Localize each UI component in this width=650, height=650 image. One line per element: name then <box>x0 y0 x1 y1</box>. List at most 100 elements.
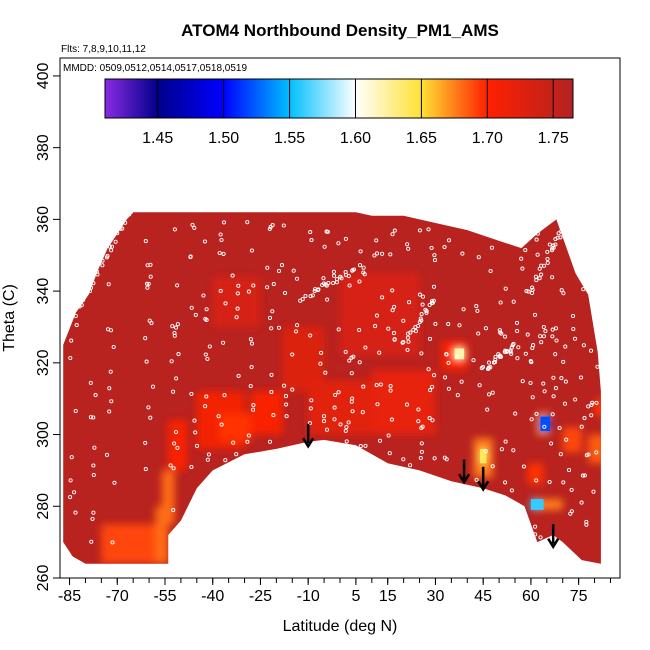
sample-point <box>561 291 566 296</box>
sample-point <box>490 390 495 395</box>
sample-point <box>419 425 424 431</box>
sample-point <box>331 269 336 274</box>
sample-point <box>339 276 344 281</box>
sample-point <box>303 293 308 299</box>
sample-point <box>528 380 533 386</box>
sample-point <box>203 352 208 357</box>
sample-point <box>308 406 313 411</box>
sample-point <box>248 337 253 342</box>
sample-point <box>235 291 240 296</box>
sample-point <box>431 298 436 303</box>
sample-point <box>175 322 180 327</box>
sample-point <box>594 450 599 455</box>
sample-point <box>549 441 554 446</box>
sample-point <box>590 400 595 405</box>
sample-point <box>534 411 539 416</box>
sample-point <box>513 411 518 416</box>
sample-point <box>171 508 176 513</box>
sample-point <box>174 376 179 381</box>
y-tick-label: 360 <box>35 206 52 233</box>
sample-point <box>460 251 465 256</box>
sample-point <box>88 380 93 385</box>
sample-point <box>461 307 466 312</box>
sample-point <box>561 480 566 485</box>
x-axis: -85 -70 -55 -40 -25 -10 5 15 30 45 60 75 <box>58 578 611 605</box>
sample-point <box>175 445 180 450</box>
sample-point <box>145 263 150 268</box>
sample-points <box>68 209 600 545</box>
sample-point <box>68 495 73 500</box>
sample-point <box>582 473 587 478</box>
sample-point <box>148 415 153 420</box>
sample-point <box>107 409 112 414</box>
sample-point <box>526 289 531 294</box>
x-tick-label: 45 <box>474 588 492 605</box>
sample-point <box>201 293 206 298</box>
sample-point <box>553 326 559 331</box>
sample-point <box>108 369 113 374</box>
sample-point <box>373 324 378 329</box>
sample-point <box>118 226 123 231</box>
sample-point <box>389 417 394 422</box>
sample-point <box>249 365 254 370</box>
sample-point <box>222 393 227 398</box>
sample-point <box>569 487 574 492</box>
sample-point <box>538 535 543 540</box>
sample-point <box>511 299 516 304</box>
sample-point <box>557 425 562 431</box>
sample-point <box>446 322 451 327</box>
sample-point <box>559 288 564 293</box>
y-tick-label: 320 <box>35 349 52 376</box>
sample-point <box>358 444 363 449</box>
sample-point <box>417 292 422 297</box>
sample-point <box>321 419 327 424</box>
sample-point <box>68 478 73 483</box>
sample-point <box>477 383 482 388</box>
sample-point <box>150 384 156 389</box>
sample-point <box>521 464 526 469</box>
sample-point <box>173 325 179 330</box>
x-tick-label: -10 <box>297 588 320 605</box>
sample-point <box>377 438 383 443</box>
colorbar-tick-label: 1.50 <box>208 130 239 147</box>
sample-point <box>360 410 365 415</box>
sample-point <box>363 443 368 448</box>
sample-point <box>474 304 479 309</box>
flights-label: Flts: 7,8,9,10,11,12 <box>61 44 146 55</box>
sample-point <box>391 331 397 336</box>
x-tick-label: 75 <box>570 588 588 605</box>
sample-point <box>147 318 152 323</box>
sample-point <box>562 401 568 406</box>
sample-point <box>189 464 194 470</box>
sample-point <box>429 245 434 250</box>
sample-point <box>143 239 148 244</box>
sample-point <box>73 408 78 414</box>
sample-point <box>392 304 397 309</box>
sample-point <box>91 510 96 515</box>
sample-point <box>424 309 429 314</box>
sample-point <box>100 258 105 263</box>
sample-point <box>551 243 556 248</box>
sample-point <box>267 439 273 444</box>
sample-point <box>532 312 538 317</box>
sample-point <box>189 305 194 310</box>
field-patch <box>219 413 251 442</box>
sample-point <box>595 364 600 369</box>
sample-point <box>100 263 105 268</box>
sample-point <box>333 392 338 398</box>
sample-point <box>69 455 74 460</box>
sample-point <box>290 352 295 357</box>
sample-point <box>442 375 448 380</box>
sample-point <box>69 338 74 343</box>
sample-point <box>572 336 578 341</box>
sample-point <box>249 248 254 253</box>
sample-point <box>390 232 395 237</box>
sample-point <box>459 379 464 384</box>
sample-point <box>551 394 556 399</box>
sample-point <box>308 294 313 299</box>
sample-point <box>343 349 348 354</box>
sample-point <box>537 266 542 271</box>
sample-point <box>282 290 288 296</box>
sample-point <box>269 372 274 377</box>
